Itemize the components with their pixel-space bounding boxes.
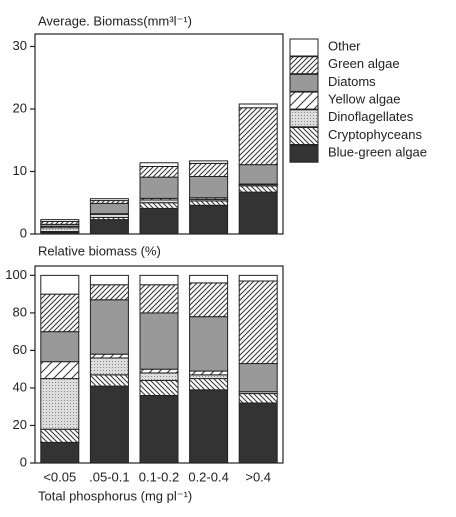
bar-segment — [139, 372, 179, 381]
bar-segment — [40, 274, 80, 295]
bar-segment — [238, 107, 278, 166]
legend-label: Diatoms — [328, 74, 376, 89]
bar-segment — [40, 293, 80, 333]
legend-label: Blue-green algae — [328, 145, 427, 160]
bar-segment — [89, 299, 129, 355]
bar-segment — [189, 370, 229, 376]
bar-segment — [40, 331, 80, 363]
bar-segment — [189, 374, 229, 380]
bar-segment — [189, 162, 229, 177]
x-tick-label: >0.4 — [245, 469, 271, 484]
bar-segment — [189, 282, 229, 318]
x-tick-label: <0.05 — [43, 469, 76, 484]
top-title: Average. Biomass(mm³l⁻¹) — [38, 13, 192, 28]
bar-segment — [189, 378, 229, 391]
bar-segment — [189, 316, 229, 372]
bar-segment — [40, 378, 80, 430]
legend-swatch — [289, 127, 319, 145]
bar-segment — [189, 274, 229, 284]
y-tick-label: 60 — [13, 342, 27, 357]
bar-segment — [238, 185, 278, 193]
bar-segment — [139, 207, 179, 235]
bar-segment — [189, 176, 229, 199]
bar-segment — [139, 202, 179, 209]
bar-segment — [89, 219, 129, 235]
y-tick-label: 0 — [20, 225, 27, 240]
bar-segment — [238, 280, 278, 365]
bar-segment — [89, 353, 129, 359]
bar-segment — [89, 385, 129, 464]
legend-label: Green algae — [328, 56, 400, 71]
y-tick-label: 20 — [13, 417, 27, 432]
x-tick-label: 0.2-0.4 — [188, 469, 228, 484]
bar-segment — [238, 103, 278, 109]
bar-segment — [139, 176, 179, 199]
x-axis-label: Total phosphorus (mg pl⁻¹) — [38, 488, 192, 503]
bar-segment — [238, 164, 278, 185]
legend-swatch — [289, 144, 319, 163]
x-tick-label: 0.1-0.2 — [139, 469, 179, 484]
bar-segment — [40, 361, 80, 380]
bar-segment — [89, 274, 129, 286]
bar-segment — [139, 162, 179, 167]
bar-segment — [189, 204, 229, 235]
y-tick-label: 20 — [13, 100, 27, 115]
legend-swatch — [289, 73, 319, 92]
bar-segment — [238, 393, 278, 404]
bar-segment — [238, 274, 278, 282]
bar-segment — [40, 219, 80, 222]
legend-swatch — [289, 38, 319, 57]
bar-segment — [40, 441, 80, 464]
y-tick-label: 80 — [13, 304, 27, 319]
y-tick-label: 10 — [13, 163, 27, 178]
bar-segment — [139, 166, 179, 178]
bar-segment — [40, 428, 80, 443]
bar-segment — [139, 379, 179, 396]
bar-segment — [238, 363, 278, 393]
bar-segment — [89, 198, 129, 202]
bar-segment — [89, 284, 129, 301]
legend-swatch — [289, 91, 319, 110]
bar-segment — [189, 389, 229, 464]
legend-label: Other — [328, 38, 361, 53]
legend-swatch — [289, 109, 319, 128]
legend-label: Cryptophyceans — [328, 127, 422, 142]
legend-label: Yellow algae — [328, 92, 401, 107]
bar-segment — [89, 357, 129, 376]
bar-segment — [89, 202, 129, 215]
bar-segment — [189, 200, 229, 206]
bar-segment — [139, 368, 179, 374]
x-tick-label: .05-0.1 — [89, 469, 129, 484]
bar-segment — [189, 160, 229, 164]
bar-segment — [139, 274, 179, 286]
bar-segment — [139, 394, 179, 464]
bottom-title: Relative biomass (%) — [38, 243, 161, 258]
bar-segment — [40, 227, 80, 232]
legend-swatch — [289, 56, 319, 75]
bar-segment — [238, 191, 278, 235]
bar-segment — [89, 374, 129, 387]
y-tick-label: 40 — [13, 379, 27, 394]
bar-segment — [139, 284, 179, 314]
bar-segment — [238, 402, 278, 464]
y-tick-label: 100 — [5, 267, 27, 282]
y-tick-label: 30 — [13, 38, 27, 53]
bar-segment — [139, 312, 179, 370]
legend-label: Dinoflagellates — [328, 109, 414, 124]
y-tick-label: 0 — [20, 454, 27, 469]
